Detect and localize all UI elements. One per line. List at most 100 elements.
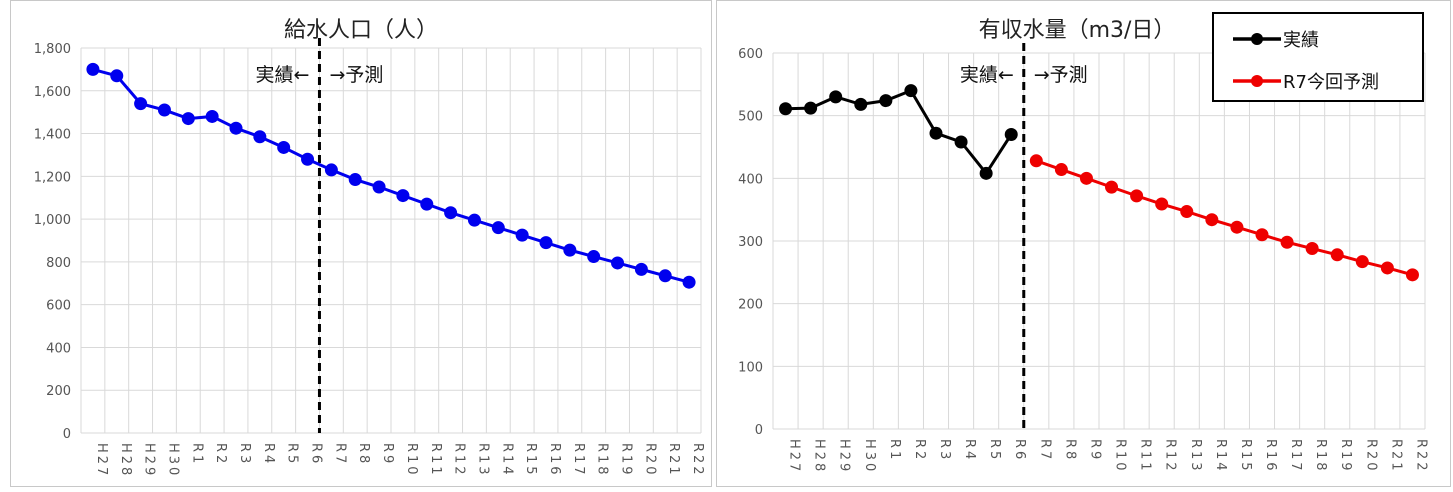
x-tick-label: R4: [962, 439, 977, 462]
y-tick-label: 300: [738, 235, 763, 250]
data-point: [86, 62, 100, 76]
data-point: [682, 275, 696, 289]
data-point: [1380, 261, 1394, 275]
chart-title: 有収水量（m3/日）: [979, 18, 1176, 43]
data-point: [277, 140, 291, 154]
data-point: [1280, 235, 1294, 249]
x-tick-label: H28: [118, 443, 133, 478]
x-tick-label: R9: [1087, 439, 1102, 462]
annotation-actual: 実績←: [960, 64, 1014, 86]
data-point: [229, 121, 243, 135]
y-tick-label: 400: [738, 172, 763, 187]
x-tick-label: R12: [452, 443, 467, 478]
annotation-forecast: →予測: [329, 64, 383, 86]
data-point: [1330, 248, 1344, 262]
y-tick-label: 1,000: [34, 213, 71, 228]
population-chart-panel: 給水人口（人） 0 200 400 600 800 1,000 1,200 1,400 1,600…: [10, 0, 712, 487]
x-tick-label: R16: [547, 443, 562, 478]
x-tick-label: R10: [1113, 439, 1128, 474]
annotation-forecast: →予測: [1034, 64, 1088, 86]
data-point: [301, 152, 315, 166]
data-point: [804, 101, 818, 115]
x-tick-label: R1: [189, 443, 204, 466]
data-point: [1405, 268, 1419, 282]
x-tick-label: R18: [595, 443, 610, 478]
x-tick-label: R17: [1288, 439, 1303, 474]
chart-title: 給水人口（人）: [284, 18, 438, 43]
legend-label: 実績: [1283, 30, 1319, 51]
water-volume-chart: 有収水量（m3/日） 0 100 200 300 400 500 600 H27 H28 H29 H3…: [738, 12, 1428, 474]
x-tick-label: R13: [1188, 439, 1203, 474]
x-tick-label: R15: [1238, 439, 1253, 474]
x-tick-label: R20: [1363, 439, 1378, 474]
data-point: [1205, 213, 1219, 227]
y-tick-label: 800: [46, 256, 71, 271]
x-tick-label: H28: [812, 439, 827, 474]
x-tick-label: R2: [912, 439, 927, 462]
data-point: [979, 166, 993, 180]
data-point: [1155, 197, 1169, 211]
data-point: [879, 94, 893, 108]
x-tick-label: R18: [1313, 439, 1328, 474]
data-point: [1079, 171, 1093, 185]
legend-swatch-marker: [1251, 75, 1263, 87]
x-tick-label: R11: [428, 443, 443, 478]
x-tick-label: R19: [1338, 439, 1353, 474]
x-tick-label: R22: [690, 443, 705, 478]
data-point: [929, 126, 943, 140]
data-point: [1255, 228, 1269, 242]
data-point: [348, 173, 362, 187]
data-point: [110, 69, 124, 83]
data-point: [396, 189, 410, 203]
x-tick-label: R5: [987, 439, 1002, 462]
data-point: [587, 250, 601, 264]
y-tick-label: 600: [738, 47, 763, 62]
series-line: [785, 88, 1013, 176]
legend-swatch-marker: [1251, 33, 1263, 45]
data-point: [420, 197, 434, 211]
x-tick-label: R8: [1062, 439, 1077, 462]
x-tick-label: R2: [213, 443, 228, 466]
data-point: [904, 84, 918, 98]
left-edge: [0, 0, 4, 487]
x-tick-label: R22: [1413, 439, 1428, 474]
data-point: [157, 103, 171, 117]
x-tick-label: R14: [1213, 439, 1228, 474]
x-tick-label: R19: [619, 443, 634, 478]
x-tick-label: R5: [285, 443, 300, 466]
series-line: [1035, 159, 1413, 277]
data-point: [372, 180, 386, 194]
water-volume-chart-panel: 有収水量（m3/日） 0 100 200 300 400 500 600 H27 H28 H29 H3…: [716, 0, 1451, 487]
y-tick-label: 400: [46, 341, 71, 356]
x-tick-label: R3: [937, 439, 952, 462]
x-tick-label: R6: [309, 443, 324, 466]
annotation-actual: 実績←: [256, 64, 310, 86]
x-tick-label: H27: [94, 443, 109, 478]
data-point: [1305, 242, 1319, 256]
data-point: [205, 109, 219, 123]
x-tick-label: R13: [475, 443, 490, 478]
y-tick-label: 1,200: [34, 170, 71, 185]
y-tick-label: 1,800: [34, 42, 71, 57]
x-tick-label: H30: [862, 439, 877, 474]
x-tick-label: R7: [1037, 439, 1052, 462]
data-point: [1054, 163, 1068, 177]
data-point: [1355, 255, 1369, 269]
data-point: [954, 135, 968, 149]
data-point: [253, 130, 267, 144]
data-point: [444, 206, 458, 220]
x-tick-label: R8: [356, 443, 371, 466]
y-tick-label: 1,600: [34, 85, 71, 100]
data-point: [563, 243, 577, 257]
x-tick-label: R16: [1263, 439, 1278, 474]
y-tick-label: 200: [738, 298, 763, 313]
x-tick-label: R20: [642, 443, 657, 478]
x-tick-label: R7: [332, 443, 347, 466]
x-tick-label: R12: [1163, 439, 1178, 474]
y-tick-label: 0: [63, 427, 71, 442]
data-point: [181, 112, 195, 126]
y-tick-label: 600: [46, 299, 71, 314]
legend-box: [1212, 12, 1424, 102]
x-tick-label: R1: [887, 439, 902, 462]
x-tick-label: R9: [380, 443, 395, 466]
